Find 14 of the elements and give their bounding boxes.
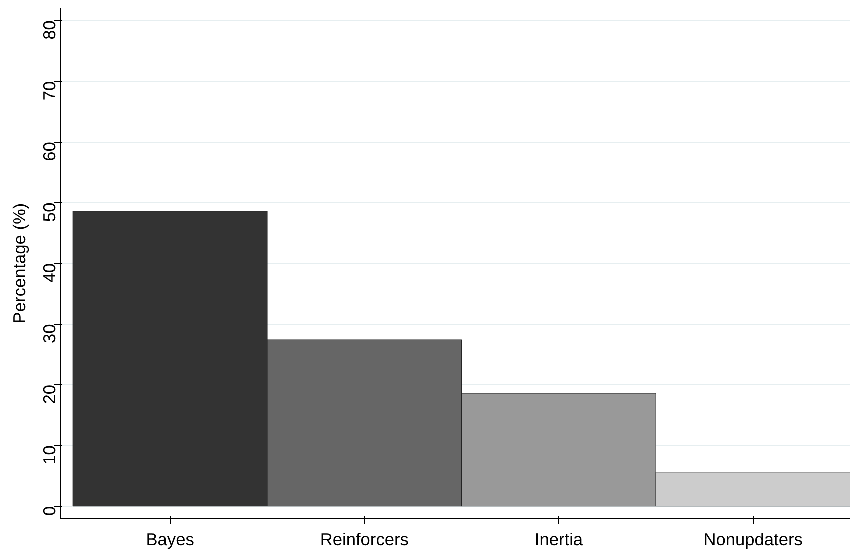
y-tick-label: 10 [40,446,60,465]
x-tick-label: Bayes [146,530,195,550]
y-tick-label: 30 [40,324,60,344]
y-axis-title: Percentage (%) [10,203,30,324]
y-tick-label: 50 [40,202,60,222]
x-tick-label: Nonupdaters [704,530,804,550]
y-tick-label: 60 [40,142,60,162]
y-tick-label: 80 [40,20,60,40]
y-tick-label: 70 [40,81,60,101]
y-tick-label: 20 [40,384,60,404]
y-tick-label: 0 [40,506,60,516]
x-tick-label: Inertia [534,530,584,550]
y-tick-label: 40 [40,263,60,283]
x-tick-label: Reinforcers [320,530,410,550]
